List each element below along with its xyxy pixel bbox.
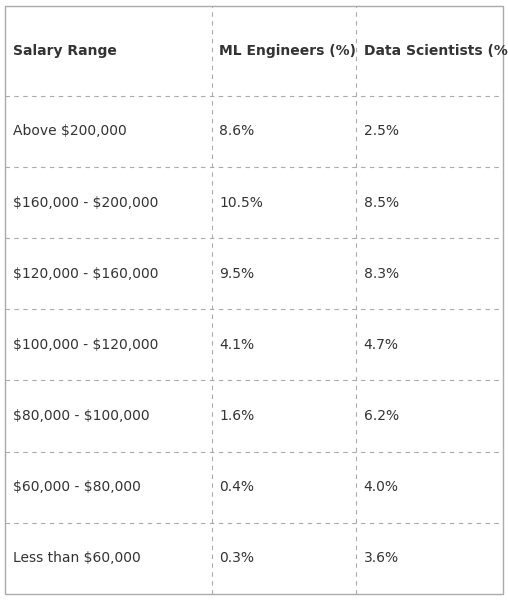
Text: \$80,000 - \$100,000: \$80,000 - \$100,000 <box>13 409 149 423</box>
Text: 0.4%: 0.4% <box>219 480 255 494</box>
Text: \$120,000 - \$160,000: \$120,000 - \$160,000 <box>13 267 158 281</box>
Text: ML Engineers (%): ML Engineers (%) <box>219 44 356 58</box>
Text: 3.6%: 3.6% <box>364 551 399 565</box>
Text: 4.0%: 4.0% <box>364 480 399 494</box>
Text: 4.1%: 4.1% <box>219 338 255 352</box>
Text: Salary Range: Salary Range <box>13 44 116 58</box>
Text: Above \$200,000: Above \$200,000 <box>13 124 126 139</box>
Text: Data Scientists (%): Data Scientists (%) <box>364 44 508 58</box>
Text: 1.6%: 1.6% <box>219 409 255 423</box>
Text: 6.2%: 6.2% <box>364 409 399 423</box>
Text: 4.7%: 4.7% <box>364 338 399 352</box>
Text: Less than \$60,000: Less than \$60,000 <box>13 551 140 565</box>
Text: 8.5%: 8.5% <box>364 196 399 209</box>
Text: 8.6%: 8.6% <box>219 124 255 139</box>
Text: 8.3%: 8.3% <box>364 267 399 281</box>
Text: 10.5%: 10.5% <box>219 196 263 209</box>
Text: \$100,000 - \$120,000: \$100,000 - \$120,000 <box>13 338 158 352</box>
Text: 2.5%: 2.5% <box>364 124 399 139</box>
Text: 9.5%: 9.5% <box>219 267 255 281</box>
Text: \$160,000 - \$200,000: \$160,000 - \$200,000 <box>13 196 158 209</box>
Text: 0.3%: 0.3% <box>219 551 255 565</box>
Text: \$60,000 - \$80,000: \$60,000 - \$80,000 <box>13 480 141 494</box>
